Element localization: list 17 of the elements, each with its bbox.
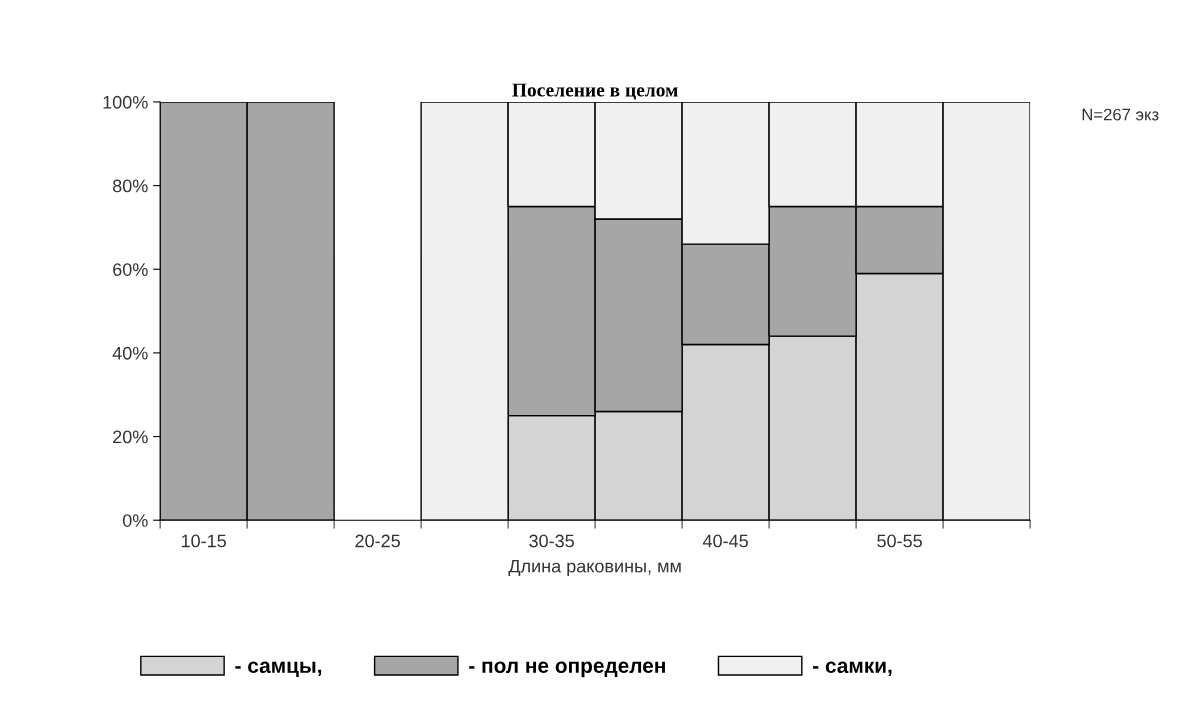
- x-tick-label: 20-25: [355, 534, 400, 548]
- legend-label: - пол не определен: [469, 661, 665, 678]
- x-tick-label: 50-55: [877, 534, 922, 548]
- y-tick-label: 100%: [103, 95, 148, 109]
- y-tick-label: 0%: [122, 514, 148, 527]
- y-tick-label: 20%: [113, 430, 148, 444]
- x-axis-title: Длина раковины, мм: [508, 559, 681, 577]
- x-tick-label: 30-35: [529, 534, 574, 548]
- x-tick-label: 10-15: [181, 534, 226, 548]
- y-tick-label: 80%: [112, 179, 148, 193]
- chart-title: Поселение в целом: [512, 83, 678, 100]
- legend-label: - самцы,: [235, 661, 322, 677]
- text: N=267 экз: [1082, 108, 1159, 121]
- y-tick-label: 40%: [112, 346, 148, 360]
- legend-label: - самки,: [813, 661, 892, 677]
- y-tick-label: 60%: [113, 263, 148, 276]
- x-tick-label: 40-45: [702, 534, 748, 548]
